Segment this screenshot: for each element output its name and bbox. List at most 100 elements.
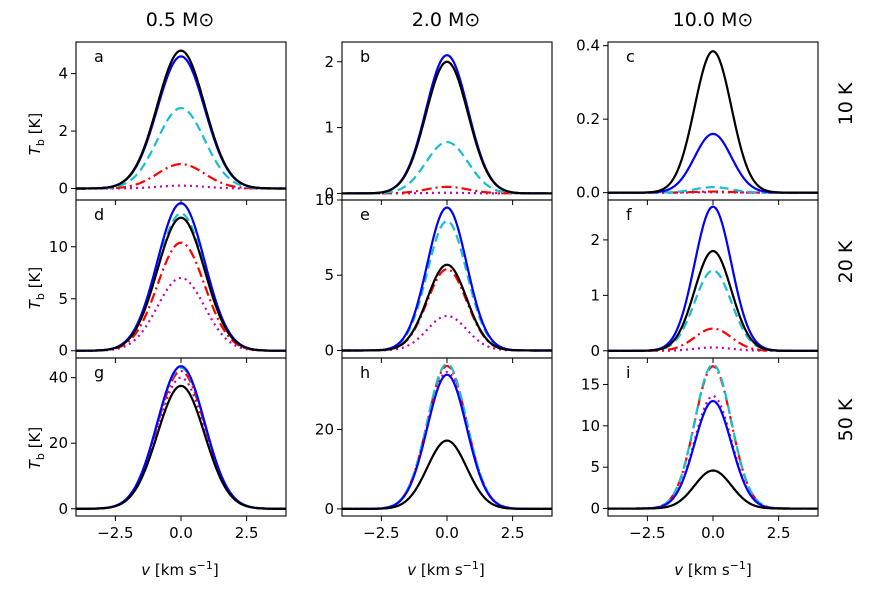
axes-frame-a [75, 41, 287, 201]
series-line-blue-c [608, 132, 818, 194]
series-line-black-d [75, 216, 287, 352]
xtick-label-g-2.5: 2.5 [235, 524, 259, 542]
xlabel-col-1: v [km s−1] [141, 559, 218, 579]
panel-letter-h: h [360, 363, 370, 382]
ytick-label-i-15: 15 [581, 375, 600, 393]
xtick-label-h--2.5: −2.5 [363, 524, 399, 542]
xlabel-col-3: v [km s−1] [674, 559, 751, 579]
series-line-magenta-g [76, 376, 286, 510]
row-label-10k: 10 K [835, 82, 857, 125]
axes-frame-h [341, 357, 553, 517]
ytick-label-c-0: 0.0 [576, 184, 600, 202]
ylabel-row-3: Tb [K] [26, 427, 47, 469]
series-line-black-g [76, 384, 286, 510]
series-line-black-a [76, 49, 286, 190]
axes-frame-c [607, 41, 819, 201]
series-line-black-h [342, 439, 552, 510]
ytick-label-g-40: 40 [49, 369, 68, 387]
xtick-label-h-2.5: 2.5 [501, 524, 525, 542]
panel-d: 0 5 10 d [49, 199, 287, 363]
xtick-label-i--2.5: −2.5 [629, 524, 665, 542]
ytick-label-h-20: 20 [315, 420, 334, 438]
ylabel-row-1: Tb [K] [26, 113, 47, 155]
panel-h: 0 20 −2.5 0.0 2.5 h [315, 357, 553, 542]
column-title-2.0-msun: 2.0 M⊙ [412, 9, 481, 31]
axes-frame-f [607, 199, 819, 359]
ytick-label-i-5: 5 [590, 458, 600, 476]
panels: 0 2 4 a 0 1 2 b 0.0 0.2 0.4 c 0 5 10 d 0 5 10 e 0 1 2 f 0 20 40 −2.… [49, 37, 819, 542]
series-group-b [342, 54, 552, 195]
ytick-label-e-10: 10 [315, 191, 334, 209]
series-line-cyan-i [608, 363, 818, 510]
xtick-label-g--2.5: −2.5 [97, 524, 133, 542]
panel-letter-e: e [360, 205, 370, 224]
series-line-red-d [76, 241, 286, 352]
series-line-blue-a [76, 55, 286, 190]
panel-g: 0 20 40 −2.5 0.0 2.5 g [49, 357, 287, 542]
ytick-label-g-0: 0 [58, 500, 68, 518]
panel-b: 0 1 2 b [324, 41, 553, 205]
row-label-20k: 20 K [835, 240, 857, 283]
row-label-50k: 50 K [835, 398, 857, 441]
ytick-label-b-1: 1 [324, 119, 334, 137]
ytick-label-i-0: 0 [590, 500, 600, 518]
xtick-label-i-2.5: 2.5 [767, 524, 791, 542]
series-line-black-i [608, 469, 818, 510]
ytick-label-g-20: 20 [49, 434, 68, 452]
series-line-blue-g [76, 365, 286, 510]
series-line-cyan-b [342, 140, 552, 195]
ytick-label-f-1: 1 [590, 286, 600, 304]
xtick-label-h-0: 0.0 [435, 524, 459, 542]
ytick-label-d-0: 0 [58, 342, 68, 360]
series-line-cyan-a [76, 106, 286, 190]
series-line-magenta-e [342, 314, 552, 352]
series-line-black-c [608, 50, 818, 194]
ytick-label-c-0.4: 0.4 [576, 37, 600, 55]
series-line-blue-d [75, 202, 287, 352]
ytick-label-a-2: 2 [58, 122, 68, 140]
svg-text:Tb [K]: Tb [K] [26, 113, 47, 155]
ylabel-row-2: Tb [K] [26, 267, 47, 309]
series-line-magenta-d [76, 276, 286, 352]
series-group-h [342, 362, 552, 510]
series-group-i [608, 363, 818, 510]
ytick-label-b-2: 2 [324, 53, 334, 71]
series-group-d [75, 202, 287, 352]
series-line-black-f [608, 249, 818, 352]
series-line-cyan-d [75, 212, 287, 352]
ytick-label-e-0: 0 [324, 341, 334, 359]
panel-c: 0.0 0.2 0.4 c [576, 37, 819, 205]
series-line-cyan-g [76, 366, 286, 510]
ytick-label-d-5: 5 [58, 290, 68, 308]
column-title-0.5-msun: 0.5 M⊙ [146, 9, 215, 31]
series-line-blue-e [342, 206, 552, 352]
series-line-red-a [76, 162, 286, 190]
panel-letter-c: c [626, 47, 635, 66]
ytick-label-f-0: 0 [590, 342, 600, 360]
series-line-blue-i [608, 399, 818, 510]
panel-f: 0 1 2 f [590, 199, 819, 363]
axes-frame-b [341, 41, 553, 201]
panel-letter-g: g [94, 363, 104, 382]
series-line-cyan-f [608, 269, 818, 352]
panel-e: 0 5 10 e [315, 191, 553, 363]
axes-frame-d [75, 199, 287, 359]
panel-letter-b: b [360, 47, 370, 66]
ytick-label-d-10: 10 [49, 238, 68, 256]
series-line-blue-f [608, 205, 818, 352]
series-line-red-h [342, 364, 552, 510]
panel-letter-d: d [94, 205, 104, 224]
series-line-red-g [76, 370, 286, 510]
series-group-c [608, 50, 818, 194]
xlabel-col-2: v [km s−1] [407, 559, 484, 579]
panel-i: 0 5 10 15 −2.5 0.0 2.5 i [581, 357, 819, 542]
series-line-blue-h [342, 373, 552, 510]
column-title-10.0-msun: 10.0 M⊙ [673, 9, 754, 31]
series-group-a [76, 49, 286, 190]
ytick-label-a-4: 4 [58, 65, 68, 83]
ytick-label-h-0: 0 [324, 500, 334, 518]
ytick-label-f-2: 2 [590, 231, 600, 249]
axes-frame-g [75, 357, 287, 517]
series-line-black-e [342, 263, 552, 352]
